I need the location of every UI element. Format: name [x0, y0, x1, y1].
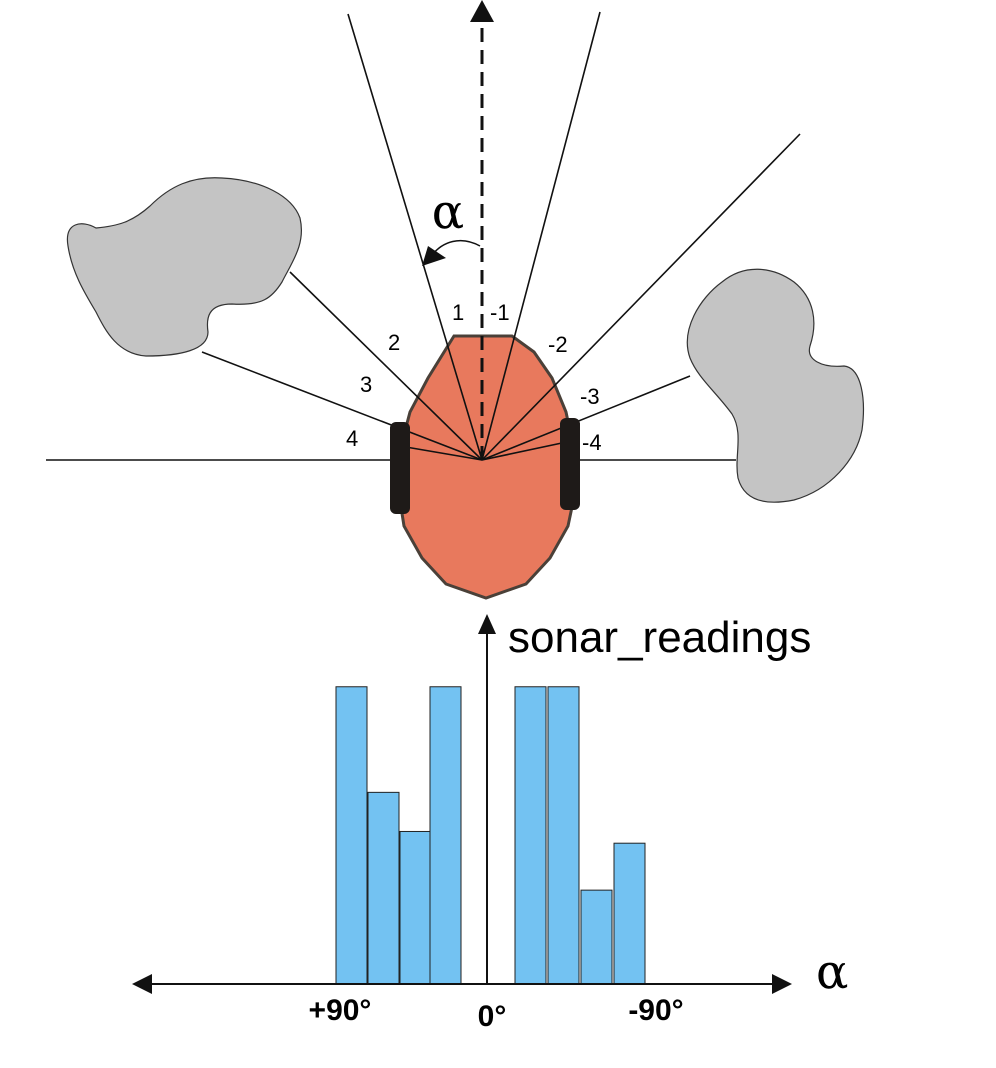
bars	[335, 686, 646, 985]
bar-sensor-minus-3	[580, 889, 613, 985]
sonar-chart: sonar_readings α +90° 0° -90°	[132, 613, 848, 1033]
y-axis-title: sonar_readings	[508, 613, 811, 662]
x-axis-left-arrow-icon	[132, 974, 152, 994]
sensor-label-minus-3: -3	[580, 384, 600, 409]
heading-arrow-icon	[470, 0, 494, 22]
beam-3	[201, 351, 483, 461]
bar-sensor-minus-2	[547, 686, 580, 985]
wheel-right	[560, 418, 580, 510]
bar-sensor-minus-1	[514, 686, 547, 985]
x-axis-right-arrow-icon	[772, 974, 792, 994]
tick-label-zero: 0°	[478, 1000, 507, 1033]
sensor-label-minus-1: -1	[490, 300, 510, 325]
bar-sensor-3	[367, 791, 400, 985]
bar-sensor-2	[399, 830, 432, 985]
alpha-angle-label: α	[432, 184, 464, 240]
x-axis-title: α	[816, 944, 848, 1000]
beam-4	[399, 445, 483, 461]
bar-sensor-4	[335, 686, 368, 985]
alpha-arc-arrow-icon	[422, 246, 446, 266]
obstacle-left	[66, 177, 302, 357]
bar-sensor-minus-4	[613, 842, 646, 985]
sensor-label-minus-4: -4	[582, 430, 602, 455]
obstacle-right	[686, 268, 865, 503]
y-axis-arrow-icon	[478, 614, 496, 634]
beam-minus-2	[481, 133, 801, 461]
sensor-label-3: 3	[360, 372, 372, 397]
sensor-label-2: 2	[388, 330, 400, 355]
tick-label-minus-90: -90°	[628, 994, 683, 1027]
beam-minus-1	[481, 11, 601, 461]
sensor-labels: 1 2 3 4 -1 -2 -3 -4	[346, 300, 602, 455]
sensor-label-minus-2: -2	[548, 332, 568, 357]
beam-2	[289, 271, 483, 461]
tick-label-plus-90: +90°	[309, 994, 372, 1027]
beam-minus-3	[481, 375, 691, 461]
robot-body	[396, 334, 578, 600]
sonar-beams	[201, 11, 801, 461]
sensor-label-4: 4	[346, 426, 358, 451]
sensor-label-1: 1	[452, 300, 464, 325]
bar-sensor-1	[429, 686, 462, 985]
wheel-left	[390, 422, 410, 514]
beam-1	[347, 13, 483, 461]
